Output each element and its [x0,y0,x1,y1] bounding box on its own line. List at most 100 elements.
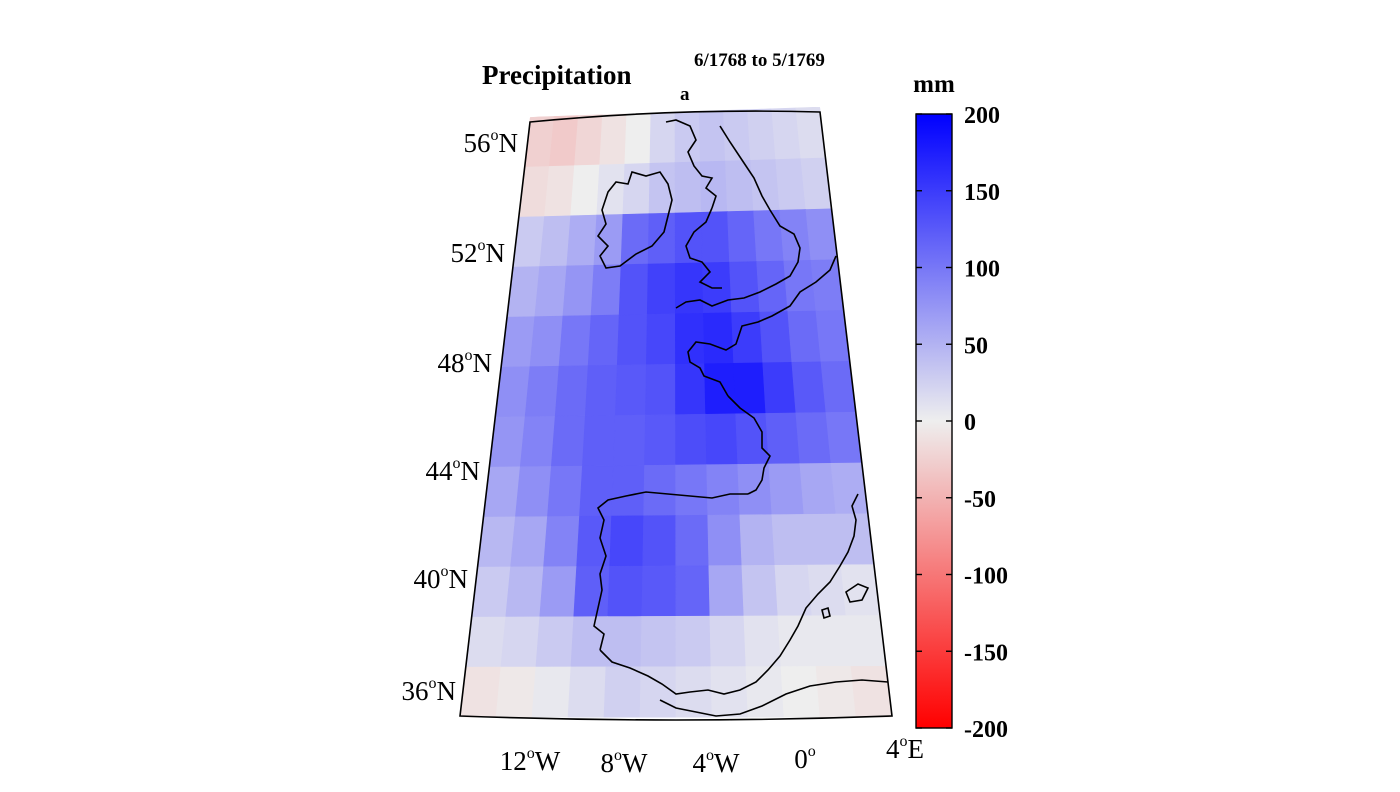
grid-cell [646,263,676,315]
grid-cell [519,416,556,468]
grid-cell [567,666,607,718]
colorbar-tick-label: 150 [964,180,1000,206]
grid-cell [620,213,650,265]
grid-cell [611,465,645,517]
grid-cell [753,209,785,262]
grid-cell [607,565,644,617]
colorbar-unit: mm [913,71,955,98]
coastline-iberia-north [593,491,748,651]
grid-cell [550,415,586,467]
lon-label-0: 0o [794,743,816,774]
grid-cell [675,312,705,365]
grid-cell [517,166,550,218]
grid-cell [584,364,618,417]
grid-cell [845,615,887,667]
grid-cell [803,513,842,566]
lat-label-44: 44oN [426,455,481,486]
grid-cell [700,211,730,264]
grid-cell [544,165,575,217]
colorbar-tick-label: -150 [964,640,1008,666]
chart-title: Precipitation [482,60,631,90]
coastline-scotland [665,119,717,209]
grid-cell [777,615,817,667]
colorbar: mm 200 150 100 50 0 -50 -100 -150 -200 [913,71,1008,743]
grid-cell [609,515,644,567]
grid-cell [554,365,589,417]
grid-cell [579,465,614,517]
grid-cell [709,615,747,667]
grid-cell [535,616,575,668]
grid-cell [529,315,564,368]
grid-cell [558,315,592,367]
coastline-north-africa [659,679,889,717]
colorbar-tick-label: -100 [964,564,1008,590]
grid-cell [582,415,616,467]
coastline-britain-east [675,125,801,309]
grid-cell [644,414,676,466]
coastline-iberia-south [599,493,859,695]
grid-cell [675,615,712,668]
grid-cell [725,159,754,212]
grid-cell [747,108,777,161]
coastline-wales [685,207,722,289]
grid-cell [641,565,677,617]
grid-cell [743,615,782,667]
grid-cell [735,413,770,465]
grid-cell [534,265,568,317]
grid-cell [765,412,801,465]
grid-cell [729,261,760,314]
longitude-labels: 12oW 8oW 4oW 0o 4oE [500,733,924,778]
grid-cell [800,157,833,210]
grid-cell [791,361,827,414]
grid-cell [543,516,580,568]
grid-cell [780,666,821,718]
grid-cell [646,313,676,366]
colorbar-tick-label: 100 [964,257,1000,283]
grid-cell [704,362,736,415]
coastline-mallorca [845,583,870,603]
grid-cell [737,463,773,516]
grid-cell [750,159,781,212]
grid-cell [495,666,537,718]
grid-cell [674,111,701,163]
lon-label-4e: 4oE [886,733,924,764]
lat-label-40: 40oN [414,563,469,594]
grid-cell [675,514,710,567]
coastlines [593,119,889,717]
grid-cell [640,616,677,668]
grid-cell [590,264,622,316]
lat-label-52: 52oN [451,237,506,268]
coastline-ireland [596,171,673,269]
grid-cell [605,616,643,668]
grid-cell [703,312,734,365]
grid-cell [603,666,642,718]
grid-cell [642,515,677,567]
grid-cell [762,361,797,414]
grid-cell [587,314,620,367]
grid-cell [741,564,779,617]
lat-label-56: 56oN [464,127,519,158]
grid-cell [850,666,892,718]
grid-cell [574,114,603,166]
grid-cell [613,414,646,467]
grid-cell [795,412,832,464]
grid-cell [622,163,651,215]
grid-cell [675,565,711,617]
grid-cell [599,113,627,166]
grid-cell [624,112,652,165]
chart-title-superscript: 6/1768 to 5/1769 [694,50,825,71]
grid-cell [573,566,610,618]
precipitation-grid [460,106,892,718]
colorbar-tick-label: -50 [964,487,996,513]
grid-cell [708,565,745,617]
grid-cell [649,111,676,164]
coastline-france-west [727,395,771,495]
grid-cell [787,310,822,363]
grid-cell [705,413,739,466]
grid-cell [548,115,579,167]
grid-cell [515,466,552,518]
chart-title-subscript: a [680,84,690,105]
grid-cell [675,464,709,516]
grid-cell [510,516,548,568]
